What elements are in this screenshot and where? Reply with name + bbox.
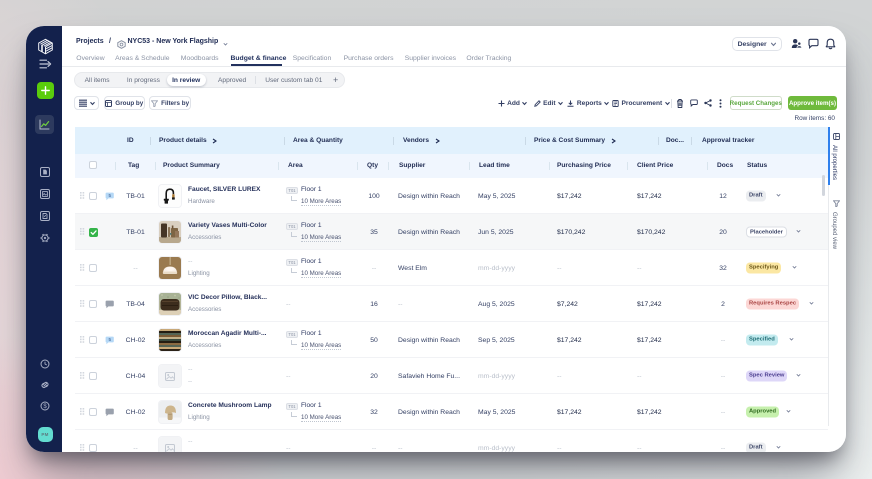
svg-text:$: $ bbox=[43, 404, 47, 410]
svg-text:5: 5 bbox=[109, 337, 112, 342]
svg-text:5: 5 bbox=[109, 193, 112, 198]
